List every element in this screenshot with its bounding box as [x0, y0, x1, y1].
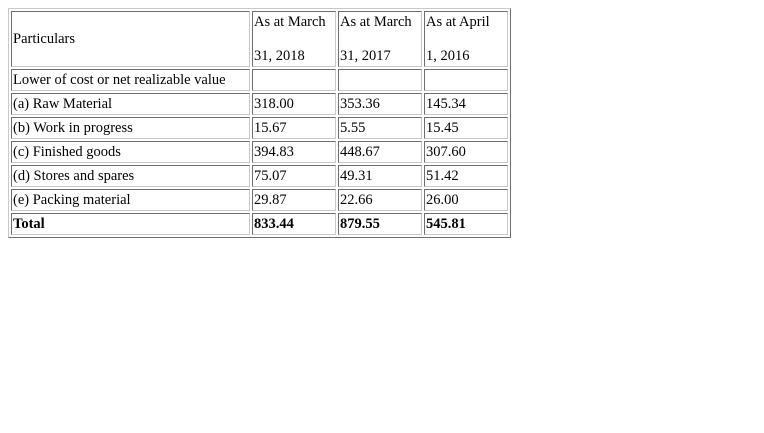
- cell-value: 15.45: [424, 117, 508, 139]
- empty-cell: [252, 69, 336, 91]
- header-col-2018: As at March 31, 2018: [252, 11, 336, 67]
- table-row: (a) Raw Material 318.00 353.36 145.34: [11, 93, 508, 115]
- cell-value: 307.60: [424, 141, 508, 163]
- total-value: 545.81: [424, 213, 508, 235]
- header-col-2016-line1: As at April: [426, 13, 490, 30]
- row-label: (a) Raw Material: [11, 93, 250, 115]
- cell-value: 22.66: [338, 189, 422, 211]
- header-col-2018-line2: 31, 2018: [254, 47, 305, 64]
- header-col-2017-line2: 31, 2017: [340, 47, 391, 64]
- cell-value: 49.31: [338, 165, 422, 187]
- cell-value: 75.07: [252, 165, 336, 187]
- row-label: (c) Finished goods: [11, 141, 250, 163]
- header-col-2017-line1: As at March: [340, 13, 412, 30]
- empty-cell: [424, 69, 508, 91]
- total-value: 833.44: [252, 213, 336, 235]
- cell-value: 448.67: [338, 141, 422, 163]
- cell-value: 394.83: [252, 141, 336, 163]
- cell-value: 26.00: [424, 189, 508, 211]
- row-label: (e) Packing material: [11, 189, 250, 211]
- total-row: Total 833.44 879.55 545.81: [11, 213, 508, 235]
- empty-cell: [338, 69, 422, 91]
- inventory-table: Particulars As at March 31, 2018 As at M…: [8, 8, 511, 238]
- section-label: Lower of cost or net realizable value: [11, 69, 250, 91]
- total-label: Total: [11, 213, 250, 235]
- header-particulars-label: Particulars: [13, 31, 76, 47]
- row-label: (b) Work in progress: [11, 117, 250, 139]
- table-row: (c) Finished goods 394.83 448.67 307.60: [11, 141, 508, 163]
- table-header-row: Particulars As at March 31, 2018 As at M…: [11, 11, 508, 67]
- row-label: (d) Stores and spares: [11, 165, 250, 187]
- header-col-2016: As at April 1, 2016: [424, 11, 508, 67]
- cell-value: 29.87: [252, 189, 336, 211]
- header-particulars: Particulars: [11, 11, 250, 67]
- header-col-2016-line2: 1, 2016: [426, 47, 470, 64]
- cell-value: 51.42: [424, 165, 508, 187]
- cell-value: 318.00: [252, 93, 336, 115]
- cell-value: 15.67: [252, 117, 336, 139]
- total-value: 879.55: [338, 213, 422, 235]
- cell-value: 353.36: [338, 93, 422, 115]
- section-row: Lower of cost or net realizable value: [11, 69, 508, 91]
- table-row: (d) Stores and spares 75.07 49.31 51.42: [11, 165, 508, 187]
- table-row: (e) Packing material 29.87 22.66 26.00: [11, 189, 508, 211]
- table-row: (b) Work in progress 15.67 5.55 15.45: [11, 117, 508, 139]
- header-col-2017: As at March 31, 2017: [338, 11, 422, 67]
- cell-value: 145.34: [424, 93, 508, 115]
- cell-value: 5.55: [338, 117, 422, 139]
- header-col-2018-line1: As at March: [254, 13, 326, 30]
